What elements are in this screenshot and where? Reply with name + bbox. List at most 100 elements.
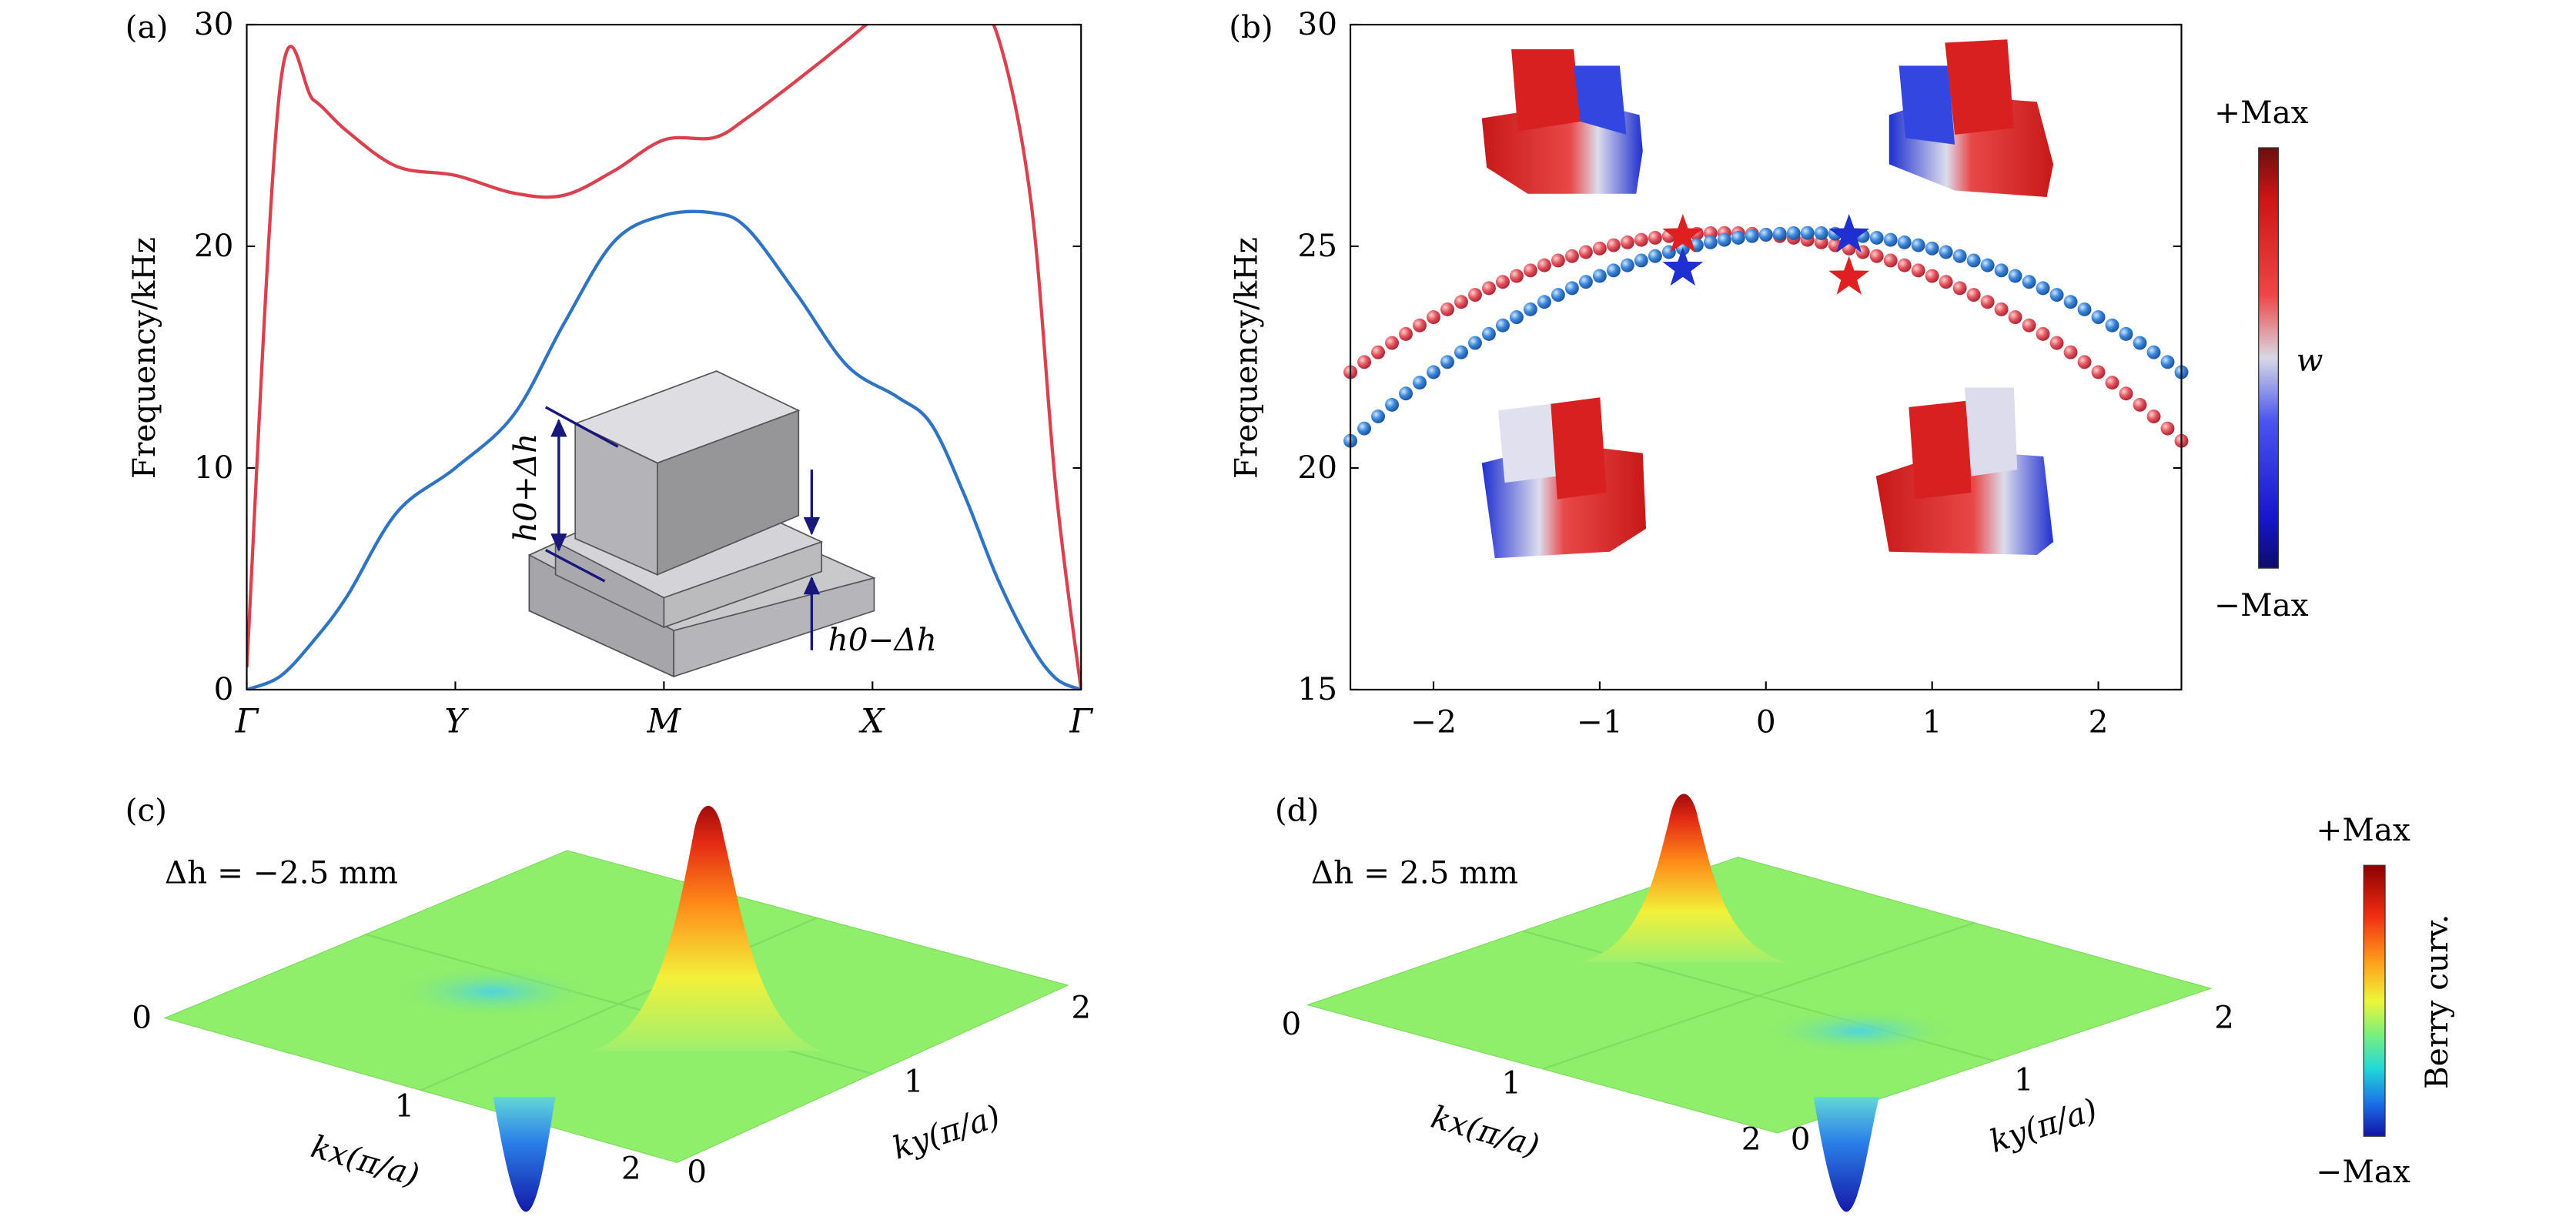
berry-peak-d	[1580, 794, 1788, 963]
panel-b-x-tick-label: −1	[1577, 703, 1623, 740]
blue-band-point	[1869, 230, 1884, 245]
blue-band-point	[1537, 295, 1551, 309]
panel-b-y-tick-label: 25	[1297, 227, 1337, 264]
panel-d: (d) Δh = 2.5 mm 0 1 2 0 1 2 kx(π/a) ky(π…	[1275, 792, 2234, 1212]
berry-dip-d	[1813, 1097, 1879, 1212]
panel-c-y-tick-0: 0	[687, 1153, 707, 1190]
panel-d-annotation: Δh = 2.5 mm	[1311, 854, 1518, 891]
panel-c-y-tick-2: 2	[1071, 989, 1091, 1026]
blue-band-point	[1371, 409, 1386, 423]
blue-band-point	[2160, 355, 2175, 369]
panel-c-x-tick-0: 0	[132, 998, 152, 1035]
colorbar-berry-bar	[2363, 864, 2386, 1137]
panel-a: (a) Frequency/kHz 0 10 20 30 Γ Y M X Γ	[125, 5, 1094, 741]
panel-d-x-tick-2: 2	[1741, 1120, 1761, 1157]
blue-band-point	[2049, 288, 2064, 302]
panel-a-x-tick-label: Γ	[235, 702, 259, 740]
colorbar-berry-bottom-label: −Max	[2316, 1153, 2410, 1190]
panel-d-xlabel: kx(π/a)	[1427, 1098, 1544, 1165]
panel-b-x-tick-label: 1	[1922, 703, 1942, 740]
blue-band-point	[1731, 230, 1745, 245]
panel-a-frame	[246, 23, 1082, 691]
red-band-point	[1385, 336, 1399, 350]
blue-band-point	[1454, 345, 1468, 359]
colorbar-berry: +Max Berry curv. −Max	[2316, 811, 2455, 1190]
panel-c-annotation: Δh = −2.5 mm	[165, 854, 398, 891]
panel-a-bands	[246, 24, 1082, 690]
inset-label-top: h0+Δh	[507, 433, 544, 542]
panel-d-x-tick-1: 1	[1501, 1065, 1521, 1101]
red-band-point	[2091, 365, 2106, 379]
colorbar-berry-top-label: +Max	[2316, 811, 2410, 848]
blue-band-point	[1758, 227, 1773, 242]
red-band-point	[1606, 238, 1621, 252]
blue-band-point	[2008, 269, 2022, 283]
blue-band-point	[1495, 318, 1510, 333]
blue-band-point	[1952, 249, 1967, 263]
blue-band-point	[1911, 238, 1925, 252]
red-band-point	[2105, 376, 2119, 390]
panel-d-x-tick-0: 0	[1281, 1005, 1301, 1042]
blue-band-point	[1482, 326, 1496, 341]
red-band-point	[2022, 318, 2036, 333]
mode-shape-top-left	[1481, 48, 1643, 194]
panel-a-x-tick-label: Γ	[1069, 702, 1093, 740]
blue-band-point	[1440, 355, 1454, 369]
red-band-point	[1564, 249, 1579, 263]
blue-band-point	[1399, 386, 1413, 401]
red-band-point	[1592, 241, 1607, 256]
red-band-point	[1578, 245, 1593, 259]
blue-band-point	[1897, 235, 1912, 249]
panel-b-x-tick-label: 0	[1756, 703, 1776, 740]
panel-a-y-tick-label: 10	[194, 449, 234, 486]
red-band-point	[2119, 386, 2133, 401]
red-band-point	[2146, 409, 2161, 423]
panel-d-ylabel: ky(π/a)	[1986, 1091, 2102, 1160]
blue-band-point	[1564, 281, 1579, 296]
panel-b-x-tick-label: −2	[1410, 703, 1457, 740]
blue-band-point	[1634, 253, 1648, 268]
red-band-point	[1966, 288, 1981, 302]
red-band-point	[1994, 302, 2009, 316]
blue-band-point	[2022, 275, 2036, 289]
panel-c-y-tick-1: 1	[904, 1063, 924, 1100]
red-band-point	[1468, 288, 1482, 302]
blue-band-point	[1606, 263, 1621, 278]
blue-band-point	[1523, 302, 1537, 316]
inset-label-bottom: h0−Δh	[828, 621, 937, 658]
red-band-point	[1413, 318, 1427, 333]
blue-band-point	[1357, 421, 1372, 436]
red-band-point	[1537, 258, 1551, 272]
berry-dip-shadow-d	[1761, 1008, 1959, 1055]
panel-c-xlabel: kx(π/a)	[307, 1128, 423, 1194]
panel-c-x-tick-2: 2	[621, 1150, 641, 1187]
blue-band-point	[1551, 288, 1565, 302]
panel-b-y-tick-label: 20	[1297, 449, 1337, 486]
mode-shape-bottom-left	[1481, 397, 1647, 559]
red-band-point	[1523, 263, 1537, 278]
red-band-point	[1495, 275, 1510, 289]
colorbar-w-bottom-label: −Max	[2214, 587, 2309, 623]
red-star-marker	[1662, 213, 1704, 253]
blue-band-point	[1800, 226, 1815, 240]
panel-b-bands	[1343, 226, 2189, 448]
panel-b-y-tick-label: 15	[1297, 670, 1337, 707]
panel-a-x-tick-label: Y	[444, 702, 469, 740]
red-band-point	[1399, 326, 1413, 341]
panel-c-label: (c)	[125, 792, 167, 829]
blue-band-point	[1620, 258, 1634, 272]
blue-band-point	[2133, 336, 2147, 350]
panel-b-label: (b)	[1229, 8, 1273, 45]
red-band-point	[1897, 258, 1912, 272]
red-band-point	[1925, 269, 1939, 283]
red-band-point	[1634, 232, 1648, 247]
red-band-point	[2036, 326, 2050, 341]
berry-peak-c	[591, 805, 822, 1051]
blue-band-point	[1578, 275, 1593, 289]
upper-band-line	[246, 24, 1082, 690]
blue-star-marker	[1828, 213, 1870, 253]
red-band-point	[1454, 295, 1468, 309]
red-band-point	[1427, 310, 1440, 325]
